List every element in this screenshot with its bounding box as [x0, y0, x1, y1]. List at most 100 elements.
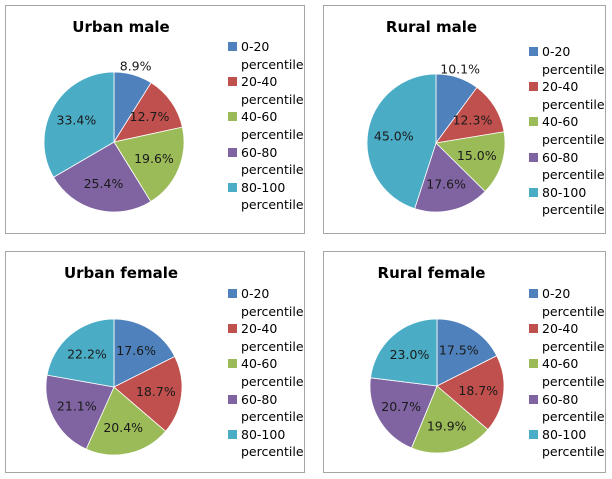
legend-label: 60-80 [542, 149, 579, 165]
legend-label: 60-80 [542, 391, 579, 407]
legend-label: 40-60 [241, 356, 278, 372]
legend-swatch [529, 324, 538, 334]
data-label: 18.7% [136, 384, 176, 399]
legend-swatch [228, 429, 237, 439]
legend-item: 80-100 percentile [228, 179, 304, 214]
legend-label: 60-80 [241, 144, 278, 160]
legend-label: 20-40 [542, 79, 579, 95]
legend-item: 0-20 percentile [228, 38, 304, 73]
data-label: 25.4% [84, 176, 124, 191]
chart-panel-rural-male: Rural male 10.1% 12.3% 15.0% 17.6% 45.0% 0-2… [323, 5, 606, 234]
legend-item: 60-80 percentile [228, 144, 304, 179]
legend-item: 60-80 percentile [529, 149, 605, 184]
data-label: 45.0% [374, 128, 414, 143]
legend-label-suffix: percentile [542, 167, 605, 183]
legend-label: 20-40 [241, 74, 278, 90]
pie-chart: 10.1% 12.3% 15.0% 17.6% 45.0% [366, 62, 506, 213]
legend-label: 0-20 [241, 286, 270, 301]
legend-swatch [529, 429, 538, 439]
legend-label-suffix: percentile [241, 444, 304, 460]
legend-swatch [228, 112, 237, 122]
legend-item: 40-60 percentile [529, 355, 605, 390]
legend-item: 40-60 percentile [529, 113, 605, 148]
legend: 0-20 percentile 20-40 percentile 40-60 percen… [228, 38, 304, 214]
data-label: 33.4% [57, 112, 97, 127]
chart-panel-urban-female: Urban female 17.6% 18.7% 20.4% 21.1% 22.2% 0… [5, 251, 305, 473]
legend-swatch [529, 394, 538, 404]
legend-label: 20-40 [241, 321, 278, 337]
pie-slice-60-80 [414, 142, 486, 213]
legend-swatch [228, 359, 237, 369]
legend-label-suffix: percentile [241, 126, 304, 142]
legend-item: 0-20 percentile [529, 285, 605, 320]
data-label: 20.4% [103, 420, 143, 435]
legend-item: 20-40 percentile [228, 320, 304, 355]
data-label: 22.2% [67, 347, 107, 362]
data-label: 17.6% [426, 177, 466, 192]
data-label: 19.6% [134, 151, 174, 166]
legend-swatch [529, 187, 538, 197]
pie-slice-20-40 [113, 82, 183, 143]
legend-swatch [228, 42, 237, 51]
pie-slice-80-100 [370, 318, 438, 387]
legend-item: 0-20 percentile [529, 43, 605, 78]
pie-chart: 17.5% 18.7% 19.9% 20.7% 23.0% [369, 318, 505, 454]
legend-label: 0-20 [241, 39, 270, 54]
pie-slice-0-20 [113, 318, 176, 388]
legend-item: 80-100 percentile [228, 426, 304, 461]
pie-slice-60-80 [52, 141, 152, 213]
legend-label-suffix: percentile [241, 409, 304, 425]
data-label: 17.5% [439, 343, 479, 358]
data-label: 12.3% [453, 113, 493, 128]
legend-item: 60-80 percentile [529, 391, 605, 426]
pie-slice-60-80 [369, 377, 438, 449]
legend-label-suffix: percentile [241, 303, 304, 319]
legend-swatch [228, 324, 237, 334]
legend-item: 60-80 percentile [228, 391, 304, 426]
legend-swatch [529, 289, 538, 298]
legend-label: 80-100 [542, 426, 587, 442]
legend-swatch [228, 394, 237, 404]
data-label: 17.6% [116, 343, 156, 358]
legend-label-suffix: percentile [241, 91, 304, 107]
legend-label: 80-100 [241, 179, 286, 195]
data-label: 19.9% [427, 418, 467, 433]
data-label: 23.0% [390, 347, 430, 362]
pie-slice-20-40 [113, 355, 183, 432]
chart-title: Urban female [63, 264, 179, 282]
data-label: 8.9% [120, 59, 152, 74]
legend-swatch [529, 152, 538, 162]
legend-label-suffix: percentile [542, 338, 605, 354]
legend-item: 20-40 percentile [228, 73, 304, 108]
legend-item: 40-60 percentile [228, 355, 304, 390]
pie-slice-80-100 [366, 73, 437, 210]
pie-slice-80-100 [43, 71, 115, 178]
legend-item: 80-100 percentile [529, 184, 605, 219]
legend-label-suffix: percentile [542, 373, 605, 389]
pie-chart: 8.9% 12.7% 19.6% 25.4% 33.4% [43, 59, 185, 213]
pie-slice-40-60 [410, 385, 489, 454]
legend-label-suffix: percentile [542, 96, 605, 112]
legend-label: 40-60 [542, 114, 579, 130]
legend-swatch [529, 47, 538, 56]
legend-swatch [228, 182, 237, 192]
pie-slice-20-40 [436, 355, 505, 431]
data-label: 12.7% [130, 109, 170, 124]
data-label: 15.0% [457, 148, 497, 163]
legend-item: 20-40 percentile [529, 78, 605, 113]
legend-label-suffix: percentile [542, 202, 605, 218]
legend-label-suffix: percentile [241, 373, 304, 389]
legend-label-suffix: percentile [241, 56, 304, 72]
legend: 0-20 percentile 20-40 percentile 40-60 percen… [228, 285, 304, 461]
chart-title: Urban male [72, 18, 170, 36]
legend-label: 60-80 [241, 391, 278, 407]
data-label: 21.1% [57, 399, 97, 414]
legend-item: 40-60 percentile [228, 108, 304, 143]
legend-label: 0-20 [542, 44, 571, 59]
legend-label-suffix: percentile [542, 131, 605, 147]
legend-swatch [529, 82, 538, 92]
legend-label-suffix: percentile [542, 444, 605, 460]
pie-slice-80-100 [46, 318, 115, 388]
legend-label: 40-60 [241, 109, 278, 125]
legend-swatch [228, 289, 237, 298]
